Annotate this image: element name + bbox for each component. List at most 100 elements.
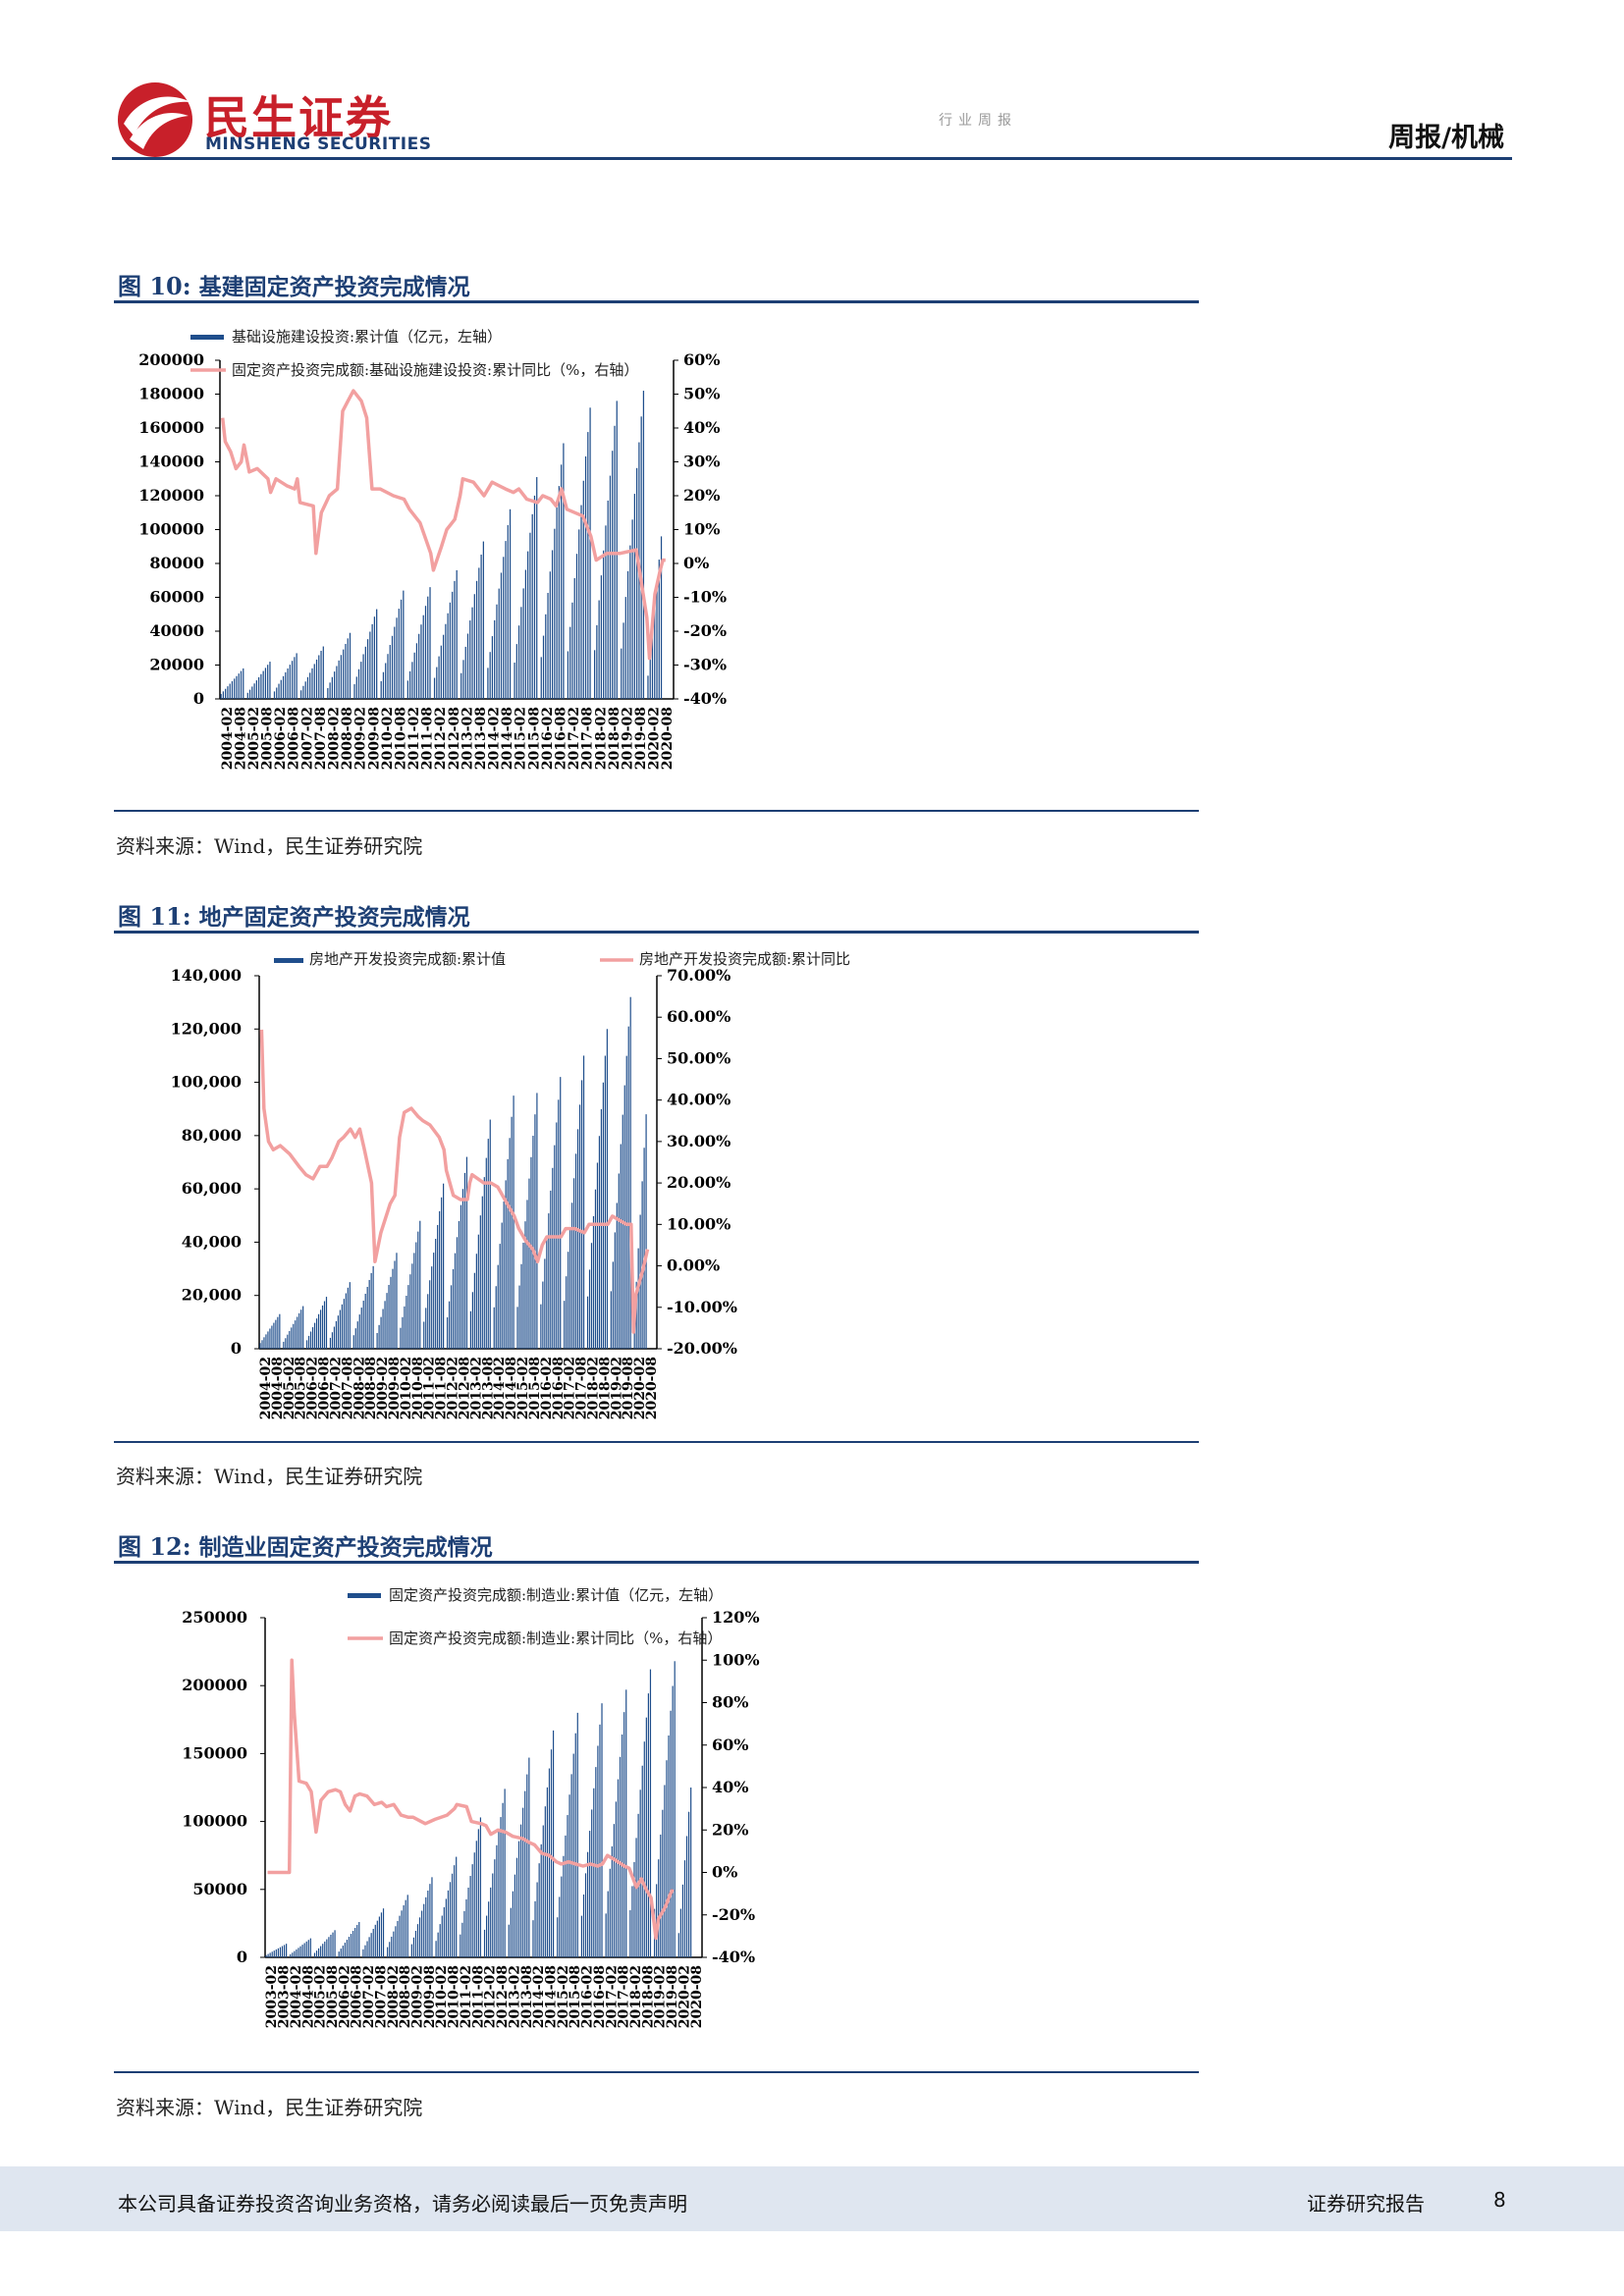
data-bar xyxy=(479,1817,482,1957)
x-tick-label: 2010-02 xyxy=(434,1965,450,2028)
data-bar xyxy=(466,633,469,699)
legend-label: 固定资产投资完成额:基础设施建设投资:累计同比（%，右轴） xyxy=(232,361,638,379)
data-bar xyxy=(300,690,302,699)
data-bar xyxy=(360,1308,362,1349)
x-tick-label: 2004-02 xyxy=(289,1965,304,2028)
data-bar xyxy=(593,1788,595,1957)
x-tick-label: 2005-08 xyxy=(325,1965,341,2028)
data-bar xyxy=(313,1322,316,1349)
data-bar xyxy=(463,1172,466,1349)
data-bar xyxy=(435,1239,437,1349)
data-bar xyxy=(338,1951,340,1957)
y-left-tick-label: 50000 xyxy=(192,1880,247,1898)
legend-bar-swatch xyxy=(348,1593,381,1598)
data-bar xyxy=(325,1297,328,1349)
data-bar xyxy=(475,1254,477,1349)
figure-10-bottom-rule xyxy=(114,810,1199,812)
data-bar xyxy=(627,1026,629,1349)
data-bar xyxy=(563,1855,565,1957)
y-right-tick-label: 40% xyxy=(712,1778,748,1796)
x-tick-label: 2008-02 xyxy=(352,1357,367,1419)
chart-manufacturing-investment: 250000 200000 150000 100000 50000 0 120% 100% 80… xyxy=(182,1586,759,2028)
data-bar xyxy=(292,1952,294,1957)
x-tick-label: 2008-08 xyxy=(340,707,355,770)
data-bar xyxy=(578,1104,581,1349)
data-bar xyxy=(524,569,527,699)
data-bar xyxy=(554,1145,556,1349)
figure-caption: 地产固定资产投资完成情况 xyxy=(198,904,470,931)
data-bar xyxy=(294,657,296,699)
data-bar xyxy=(582,1055,585,1349)
data-bar xyxy=(373,616,376,699)
data-bar xyxy=(364,1945,366,1957)
y-left-tick-label: 160000 xyxy=(138,418,204,437)
y-left-tick-label: 0 xyxy=(193,689,204,708)
data-bar xyxy=(504,1789,506,1957)
data-bar xyxy=(584,455,587,699)
data-bar xyxy=(536,1882,538,1957)
data-bar xyxy=(629,545,631,699)
x-tick-label: 2004-08 xyxy=(300,1965,316,2028)
data-bar xyxy=(313,1952,316,1957)
data-bar xyxy=(639,1789,641,1957)
x-tick-label: 2018-02 xyxy=(628,1965,644,2028)
y-right-tick-label: 80% xyxy=(712,1693,748,1712)
data-bar xyxy=(518,1285,520,1349)
data-bar xyxy=(597,1745,599,1957)
data-bar xyxy=(411,662,413,699)
data-bar xyxy=(451,1873,454,1957)
data-bar xyxy=(419,1220,421,1349)
legend-label: 固定资产投资完成额:制造业:累计同比（%，右轴） xyxy=(389,1629,722,1647)
data-bar xyxy=(387,1947,389,1957)
data-bar xyxy=(298,1312,300,1349)
data-bar xyxy=(287,668,289,699)
data-bar xyxy=(406,680,408,699)
data-bar xyxy=(515,1857,518,1957)
data-bar xyxy=(586,1851,589,1957)
data-bar xyxy=(331,676,333,699)
data-bar xyxy=(685,1836,688,1957)
legend-label: 房地产开发投资完成额:累计同比 xyxy=(639,950,850,968)
data-bar xyxy=(532,1920,534,1957)
y-left-tick-label: 80,000 xyxy=(182,1126,242,1145)
data-bar xyxy=(509,1138,511,1349)
data-bar xyxy=(576,1712,578,1957)
data-bar xyxy=(356,1321,358,1349)
legend-bar-swatch xyxy=(274,958,303,963)
data-bar xyxy=(391,635,394,699)
y-right-tick-label: 10.00% xyxy=(667,1214,731,1233)
data-bar xyxy=(319,1309,322,1349)
data-bar xyxy=(513,1095,514,1349)
data-bar xyxy=(681,1884,684,1957)
data-bar xyxy=(382,1308,384,1349)
data-bar xyxy=(569,626,571,699)
data-bar xyxy=(616,400,618,699)
data-bar xyxy=(433,677,436,699)
data-bar xyxy=(267,665,269,699)
data-bar xyxy=(421,1910,423,1957)
data-bar xyxy=(431,1877,433,1957)
data-bar xyxy=(542,635,545,699)
data-bar xyxy=(460,1204,462,1349)
data-bar xyxy=(645,1717,647,1957)
data-bar xyxy=(556,507,558,699)
data-bar xyxy=(234,678,236,699)
data-bar xyxy=(389,1942,391,1957)
data-bar xyxy=(551,550,554,699)
data-bar xyxy=(371,623,373,699)
x-tick-label: 2013-02 xyxy=(460,707,475,770)
x-tick-label: 2009-08 xyxy=(387,1357,403,1419)
data-bar xyxy=(643,1741,645,1957)
data-bar xyxy=(441,1915,443,1957)
x-tick-label: 2011-02 xyxy=(406,707,422,770)
data-bar xyxy=(594,1189,597,1349)
data-bar xyxy=(688,1811,690,1957)
data-bar xyxy=(561,464,563,699)
data-bar xyxy=(372,1929,374,1957)
data-bar xyxy=(571,602,573,699)
data-bar xyxy=(345,1293,347,1349)
data-bar xyxy=(625,1055,627,1349)
x-tick-label: 2017-02 xyxy=(567,707,582,770)
x-tick-label: 2003-02 xyxy=(264,1965,280,2028)
data-bar xyxy=(299,1946,301,1957)
